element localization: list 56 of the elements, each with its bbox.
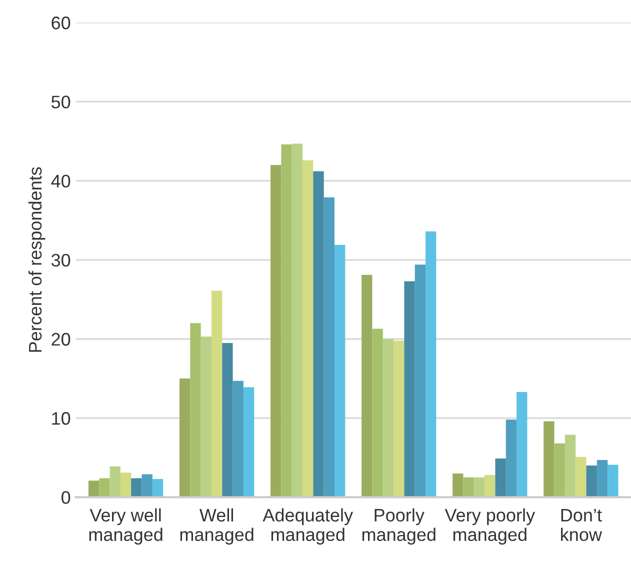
bar	[495, 458, 506, 498]
bar	[179, 378, 190, 498]
bar	[484, 475, 496, 498]
bar	[372, 328, 383, 498]
bar	[516, 392, 528, 498]
bar	[382, 339, 394, 498]
bar	[200, 336, 212, 498]
x-tick-label: Adequately managed	[262, 508, 353, 545]
bar	[506, 420, 517, 498]
bar	[110, 466, 120, 498]
bar	[576, 456, 586, 498]
bar	[211, 290, 222, 498]
bar	[281, 144, 292, 498]
bar	[243, 387, 254, 498]
bar	[414, 264, 426, 498]
y-tick-label: 50	[52, 96, 70, 108]
y-tick-label: 10	[52, 412, 70, 425]
bar	[99, 478, 110, 498]
bar	[142, 474, 152, 498]
bar	[292, 144, 303, 498]
bar	[88, 480, 100, 498]
x-tick-label: Very poorly managed	[444, 508, 536, 545]
bar	[394, 340, 404, 498]
x-tick-label: Poorly managed	[362, 508, 436, 545]
bar	[608, 464, 618, 498]
bar	[586, 466, 597, 498]
bar	[362, 274, 372, 498]
y-tick-label: 60	[52, 16, 70, 30]
bar	[120, 472, 132, 498]
bar	[152, 479, 164, 498]
bar	[334, 244, 346, 498]
bar	[313, 171, 324, 498]
bar	[596, 460, 608, 498]
bar	[404, 281, 415, 498]
bar	[324, 197, 335, 498]
bar	[544, 421, 554, 498]
y-axis-title: Percent of respondents	[28, 167, 46, 352]
y-tick-label: 0	[62, 491, 70, 504]
bar	[302, 160, 314, 498]
bar	[426, 231, 436, 498]
bar	[232, 380, 244, 498]
bar	[554, 443, 565, 498]
y-tick-label: 20	[52, 332, 70, 346]
y-tick-label: 30	[51, 254, 70, 267]
x-tick-label: Very well managed	[89, 508, 162, 545]
x-tick-label: Don’t know	[561, 508, 602, 542]
bar	[463, 477, 474, 498]
bar	[452, 473, 464, 498]
bar	[564, 434, 576, 498]
bar	[131, 478, 142, 498]
y-tick-label: 40	[51, 174, 70, 188]
bar	[222, 342, 233, 498]
bar	[270, 164, 282, 498]
x-tick-label: Well managed	[180, 508, 254, 545]
bar	[190, 323, 201, 498]
bar	[474, 477, 485, 498]
